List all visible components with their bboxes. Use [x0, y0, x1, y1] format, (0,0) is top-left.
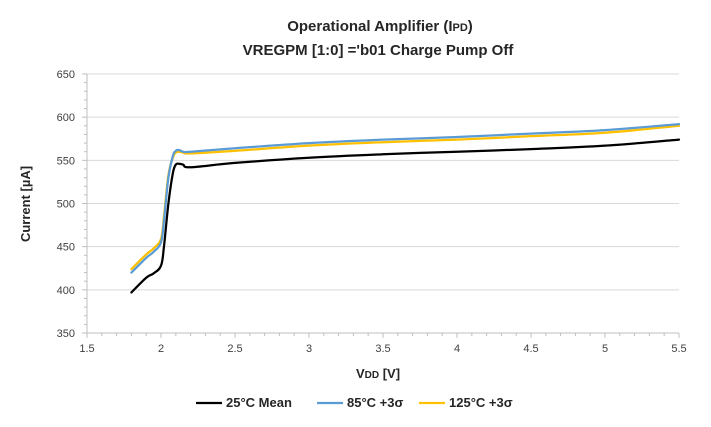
legend: 25°C Mean 85°C +3σ 125°C +3σ — [196, 395, 513, 410]
series-lines — [130, 122, 681, 294]
legend-label: 125°C +3σ — [449, 395, 513, 410]
x-tick-label: 3.5 — [375, 343, 390, 355]
x-axis-title: VDD [V] — [356, 366, 400, 381]
chart-title: Operational Amplifier (IPD) — [287, 18, 473, 35]
y-axis-title: Current [µA] — [18, 166, 33, 242]
y-tick-label: 650 — [57, 69, 75, 81]
x-tick-label: 5 — [602, 343, 608, 355]
chart-subtitle: VREGPM [1:0] ='b01 Charge Pump Off — [243, 42, 515, 59]
legend-label: 25°C Mean — [226, 395, 292, 410]
y-tick-label: 400 — [57, 285, 75, 297]
grid-lines — [87, 73, 679, 334]
tick-labels: 350 400 450 500 550 600 650 1.5 2 2.5 3 3.5 4 4.5 5 5.5 — [57, 69, 687, 355]
x-tick-label: 1.5 — [79, 343, 94, 355]
x-tick-label: 2.5 — [227, 343, 242, 355]
y-tick-label: 350 — [57, 328, 75, 340]
series-line-25-c-mean — [130, 138, 681, 294]
x-tick-label: 2 — [158, 343, 164, 355]
axes — [82, 73, 680, 338]
y-tick-label: 600 — [57, 112, 75, 124]
x-tick-label: 5.5 — [671, 343, 686, 355]
series-line-85-c-3 — [130, 122, 681, 274]
series-line-125-c-3 — [130, 124, 681, 271]
legend-label: 85°C +3σ — [347, 395, 403, 410]
y-tick-label: 550 — [57, 155, 75, 167]
x-tick-label: 4.5 — [523, 343, 538, 355]
x-tick-label: 4 — [454, 343, 460, 355]
y-tick-label: 500 — [57, 199, 75, 211]
y-tick-label: 450 — [57, 242, 75, 254]
x-tick-label: 3 — [306, 343, 312, 355]
